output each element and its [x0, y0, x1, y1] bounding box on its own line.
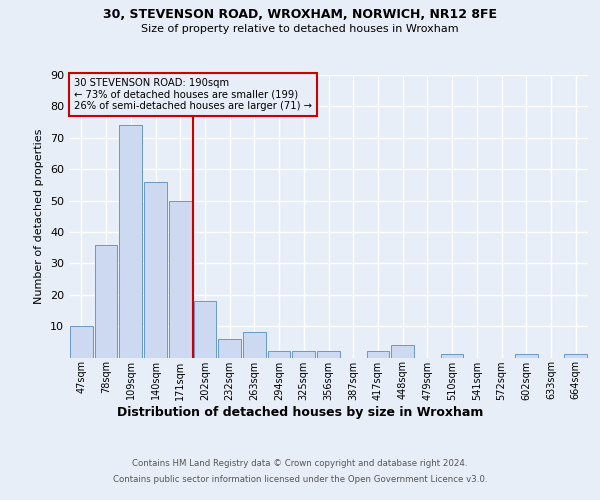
- Bar: [144, 182, 167, 358]
- Bar: [119, 125, 142, 358]
- Bar: [218, 338, 241, 357]
- Text: Size of property relative to detached houses in Wroxham: Size of property relative to detached ho…: [141, 24, 459, 34]
- Y-axis label: Number of detached properties: Number of detached properties: [34, 128, 44, 304]
- Text: Contains HM Land Registry data © Crown copyright and database right 2024.: Contains HM Land Registry data © Crown c…: [132, 460, 468, 468]
- Bar: [169, 200, 191, 358]
- Bar: [70, 326, 93, 358]
- Bar: [391, 345, 414, 358]
- Bar: [515, 354, 538, 358]
- Bar: [95, 244, 118, 358]
- Bar: [564, 354, 587, 358]
- Text: Distribution of detached houses by size in Wroxham: Distribution of detached houses by size …: [117, 406, 483, 419]
- Bar: [367, 351, 389, 358]
- Bar: [317, 351, 340, 358]
- Bar: [243, 332, 266, 357]
- Text: 30, STEVENSON ROAD, WROXHAM, NORWICH, NR12 8FE: 30, STEVENSON ROAD, WROXHAM, NORWICH, NR…: [103, 8, 497, 20]
- Bar: [268, 351, 290, 358]
- Bar: [292, 351, 315, 358]
- Bar: [441, 354, 463, 358]
- Text: 30 STEVENSON ROAD: 190sqm
← 73% of detached houses are smaller (199)
26% of semi: 30 STEVENSON ROAD: 190sqm ← 73% of detac…: [74, 78, 312, 111]
- Bar: [194, 301, 216, 358]
- Text: Contains public sector information licensed under the Open Government Licence v3: Contains public sector information licen…: [113, 474, 487, 484]
